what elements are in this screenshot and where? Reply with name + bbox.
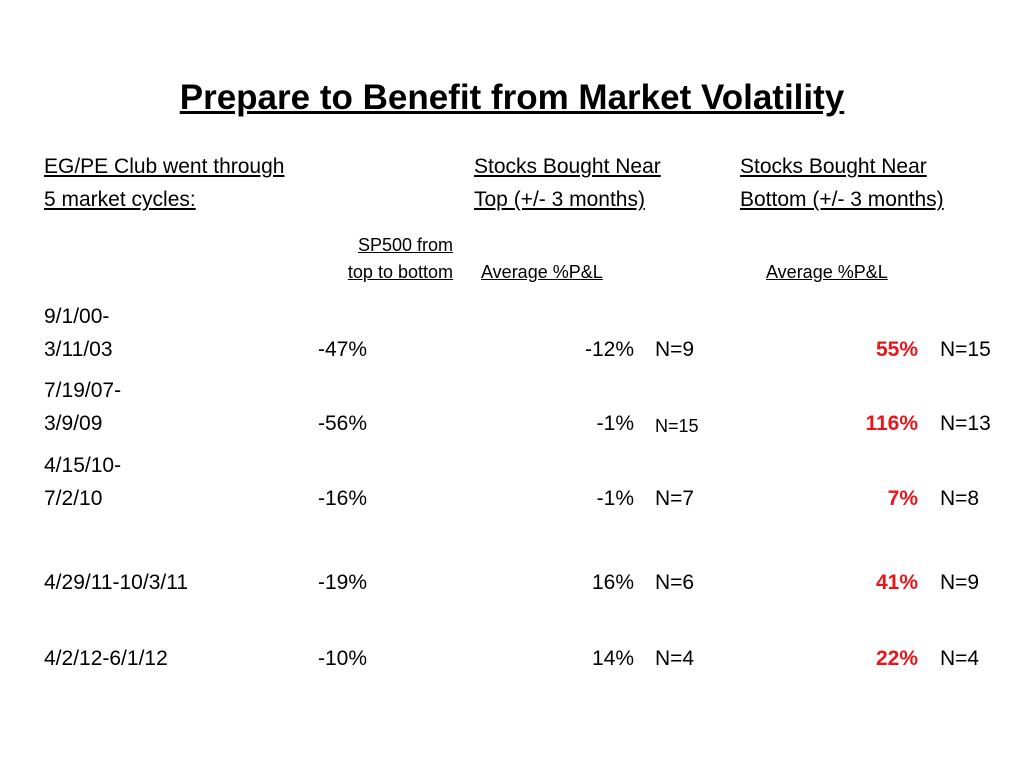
header-cycles-line1: EG/PE Club went through [44,155,285,178]
top-count: N=7 [655,487,695,510]
cycle-period: 3/11/03 [44,338,113,361]
header-bottom-line2: Bottom (+/- 3 months) [740,188,944,211]
subheader-bottom-avg: Average %P&L [766,262,888,282]
top-count: N=4 [655,647,695,670]
bottom-count: N=8 [940,487,980,510]
top-avg-pl: 16% [591,571,634,594]
cycle-period: 7/2/10 [44,487,103,510]
subheader-sp500-line1: SP500 from [357,235,453,255]
sp500-change: -47% [318,338,368,361]
header-bottom: Stocks Bought Near Bottom (+/- 3 months) [740,150,944,216]
top-avg-pl: -12% [584,338,634,361]
sp500-change: -10% [318,647,368,670]
header-cycles-line2: 5 market cycles: [44,188,196,211]
header-top-line1: Stocks Bought Near [474,155,661,178]
bottom-avg-pl: 116% [865,412,918,435]
bottom-count: N=13 [940,412,991,435]
cycle-period: 4/2/12-6/1/12 [44,647,168,670]
slide-title: Prepare to Benefit from Market Volatilit… [179,78,845,117]
cycle-period-start: 4/15/10- [44,454,122,477]
subheader-top-avg: Average %P&L [481,262,603,282]
header-top-line2: Top (+/- 3 months) [474,188,645,211]
cycle-period-start: 7/19/07- [44,379,122,402]
top-count: N=9 [655,338,695,361]
bottom-avg-pl: 22% [875,647,918,670]
bottom-avg-pl: 7% [887,487,918,510]
header-bottom-line1: Stocks Bought Near [740,155,927,178]
top-avg-pl: 14% [591,647,634,670]
bottom-avg-pl: 55% [875,338,918,361]
bottom-count: N=4 [940,647,980,670]
header-cycles: EG/PE Club went through 5 market cycles: [44,150,284,216]
header-top: Stocks Bought Near Top (+/- 3 months) [474,150,661,216]
sp500-change: -16% [318,487,368,510]
sp500-change: -19% [318,571,368,594]
sp500-change: -56% [318,412,368,435]
top-count: N=15 [655,416,699,436]
bottom-count: N=15 [940,338,991,361]
top-avg-pl: -1% [596,487,634,510]
top-avg-pl: -1% [596,412,634,435]
bottom-count: N=9 [940,571,980,594]
bottom-avg-pl: 41% [875,571,918,594]
subheader-sp500-line2: top to bottom [347,262,453,282]
top-count: N=6 [655,571,695,594]
cycle-period: 4/29/11-10/3/11 [44,571,189,594]
subheader-sp500: SP500 from top to bottom [300,232,453,286]
cycle-period-start: 9/1/00- [44,305,110,328]
cycle-period: 3/9/09 [44,412,103,435]
